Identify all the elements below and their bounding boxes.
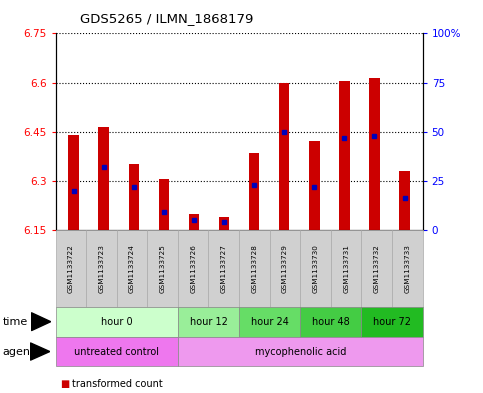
Text: time: time [2, 317, 28, 327]
Bar [68, 135, 79, 230]
Text: GDS5265 / ILMN_1868179: GDS5265 / ILMN_1868179 [80, 12, 253, 25]
Text: hour 72: hour 72 [373, 317, 411, 327]
Text: GSM1133723: GSM1133723 [99, 244, 104, 293]
Text: GSM1133724: GSM1133724 [129, 244, 135, 293]
Text: GSM1133731: GSM1133731 [343, 244, 349, 293]
Text: GSM1133729: GSM1133729 [282, 244, 288, 293]
Bar [158, 179, 169, 230]
Polygon shape [30, 343, 50, 360]
Text: agent: agent [2, 347, 35, 356]
Text: ■: ■ [60, 379, 70, 389]
Text: GSM1133727: GSM1133727 [221, 244, 227, 293]
Text: mycophenolic acid: mycophenolic acid [255, 347, 346, 356]
Bar [99, 127, 109, 230]
Text: transformed count: transformed count [72, 379, 163, 389]
Text: GSM1133722: GSM1133722 [68, 244, 74, 293]
Bar [399, 171, 410, 230]
Text: GSM1133732: GSM1133732 [374, 244, 380, 293]
Text: untreated control: untreated control [74, 347, 159, 356]
Text: hour 48: hour 48 [312, 317, 350, 327]
Text: hour 0: hour 0 [101, 317, 132, 327]
Polygon shape [31, 313, 51, 331]
Text: hour 24: hour 24 [251, 317, 289, 327]
Bar [369, 78, 380, 230]
Text: GSM1133725: GSM1133725 [159, 244, 166, 293]
Bar [189, 213, 199, 230]
Text: hour 12: hour 12 [189, 317, 227, 327]
Bar [249, 153, 259, 230]
Bar [339, 81, 350, 230]
Bar [309, 141, 320, 230]
Bar [279, 83, 289, 230]
Text: GSM1133730: GSM1133730 [313, 244, 319, 293]
Text: GSM1133733: GSM1133733 [404, 244, 411, 293]
Text: GSM1133726: GSM1133726 [190, 244, 196, 293]
Text: GSM1133728: GSM1133728 [251, 244, 257, 293]
Bar [219, 217, 229, 230]
Bar [128, 164, 139, 230]
